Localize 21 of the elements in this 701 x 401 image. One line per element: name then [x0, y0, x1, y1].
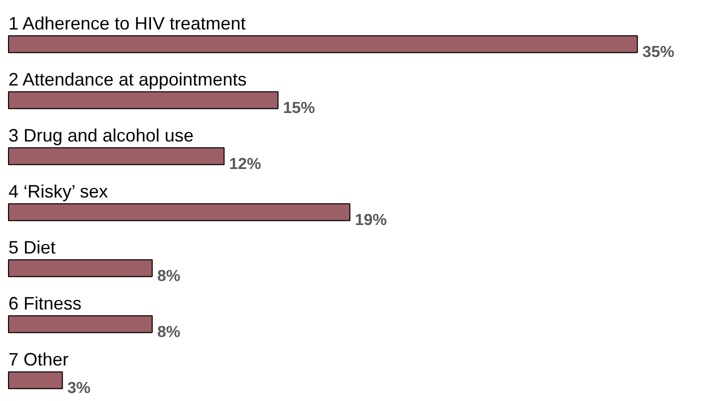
data-label: 35%: [642, 44, 674, 62]
bar: [8, 91, 278, 110]
y-tick-label: 6 Fitness: [8, 294, 82, 314]
bar: [8, 259, 153, 278]
y-tick-label: 5 Diet: [8, 238, 56, 258]
data-label: 15%: [283, 100, 316, 118]
y-tick-label: 2 Attendance at appointments: [8, 70, 247, 90]
bar: [8, 203, 350, 222]
bar: [8, 147, 225, 166]
y-tick-label: 7 Other: [8, 350, 69, 370]
bar: [8, 35, 638, 54]
bar: [8, 315, 153, 334]
bar: [8, 371, 63, 390]
y-tick-label: 1 Adherence to HIV treatment: [8, 14, 246, 34]
data-label: 8%: [157, 324, 180, 342]
y-tick-label: 3 Drug and alcohol use: [8, 126, 194, 146]
data-label: 12%: [229, 156, 262, 174]
data-label: 3%: [67, 380, 91, 398]
y-tick-label: 4 ‘Risky’ sex: [8, 182, 108, 202]
data-label: 8%: [157, 268, 180, 286]
data-label: 19%: [354, 212, 387, 230]
